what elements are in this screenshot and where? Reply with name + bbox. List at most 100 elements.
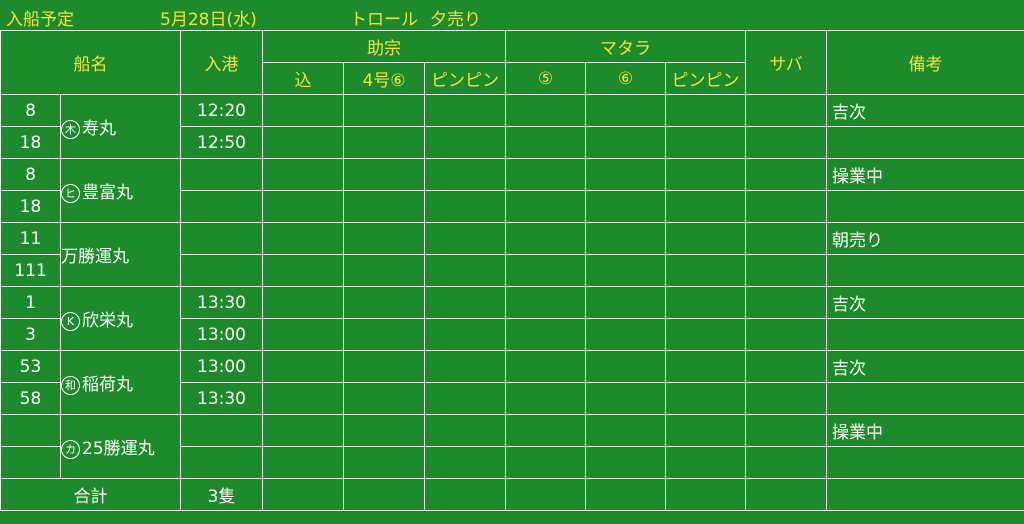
- cell: [745, 190, 828, 223]
- ship-name-cell: 和稲荷丸: [60, 350, 181, 415]
- ship-name-cell: 万勝運丸: [60, 222, 181, 287]
- row: 58 13:30: [0, 382, 1024, 415]
- ship-number: 8: [0, 158, 61, 191]
- row: カ 25勝運丸 操業中: [0, 414, 1024, 479]
- cell: [665, 350, 747, 383]
- cell: [423, 414, 507, 447]
- ship-number: 3: [0, 318, 61, 351]
- arrival-time: 12:50: [180, 126, 263, 159]
- cell: [665, 414, 747, 447]
- remark: 吉次: [826, 350, 1024, 383]
- cell: [585, 286, 667, 319]
- cell: [262, 190, 344, 223]
- remark: 吉次: [826, 286, 1024, 319]
- ship-name-cell: カ 25勝運丸: [60, 414, 181, 479]
- footer-row: 合計 3隻: [0, 478, 1024, 511]
- cell: [585, 414, 667, 447]
- arrival-time: [180, 158, 263, 191]
- remark: [826, 382, 1024, 415]
- cell: [262, 318, 344, 351]
- col-group: マタラ: [505, 30, 747, 63]
- arrival-time: [180, 254, 263, 287]
- cell: [423, 190, 507, 223]
- ship-number: 1: [0, 286, 61, 319]
- col-sub: 込: [262, 62, 344, 95]
- ship-mark: 和: [61, 375, 80, 395]
- cell: [665, 94, 747, 127]
- remark: 吉次: [826, 94, 1024, 127]
- row: 8 木寿丸 12:20 吉次: [0, 94, 1024, 159]
- cell: [585, 222, 667, 255]
- cell: [665, 446, 747, 479]
- row: 18: [0, 190, 1024, 223]
- remark: [826, 126, 1024, 159]
- cell: [343, 414, 425, 447]
- cell: [343, 254, 425, 287]
- cell: [262, 254, 344, 287]
- cell: [423, 350, 507, 383]
- cell: [343, 190, 425, 223]
- cell: [665, 126, 747, 159]
- ship-number: 18: [0, 126, 61, 159]
- cell: [505, 94, 587, 127]
- ship-number: 18: [0, 190, 61, 223]
- cell: [745, 382, 828, 415]
- arrival-time: [180, 190, 263, 223]
- cell: [585, 478, 667, 511]
- col-ship: 船名: [0, 30, 181, 95]
- ship-name-cell: K 欣栄丸: [60, 286, 181, 351]
- cell: [505, 478, 587, 511]
- cell: [665, 190, 747, 223]
- cell: [585, 318, 667, 351]
- cell: [745, 94, 828, 127]
- cell: [505, 350, 587, 383]
- ship-name: 豊富丸: [82, 183, 133, 203]
- cell: [262, 158, 344, 191]
- arrival-time: 13:30: [180, 382, 263, 415]
- cell: [262, 222, 344, 255]
- cell: [505, 286, 587, 319]
- cell: [505, 446, 587, 479]
- cell: [665, 254, 747, 287]
- remark: [826, 190, 1024, 223]
- cell: [585, 446, 667, 479]
- row: 53 和稲荷丸 13:00 吉次: [0, 350, 1024, 415]
- cell: [745, 126, 828, 159]
- ship-mark: 木: [61, 119, 80, 139]
- col-sub: 4号⑥: [343, 62, 425, 95]
- cell: [343, 222, 425, 255]
- cell: [262, 350, 344, 383]
- remark: 朝売り: [826, 222, 1024, 255]
- cell: [343, 94, 425, 127]
- ship-number: 111: [0, 254, 61, 287]
- cell: [262, 382, 344, 415]
- col-arrival: 入港: [180, 30, 263, 95]
- cell: [505, 318, 587, 351]
- row: 111: [0, 254, 1024, 287]
- ship-name: 稲荷丸: [82, 375, 133, 395]
- col-sub: ピンピン: [665, 62, 747, 95]
- ship-mark: ヒ: [61, 183, 80, 203]
- arrival-time: 12:20: [180, 94, 263, 127]
- cell: [745, 158, 828, 191]
- col-group: 助宗: [261, 30, 507, 63]
- cell: [505, 158, 587, 191]
- cell: [423, 94, 507, 127]
- cell: [343, 446, 425, 479]
- remark: [826, 254, 1024, 287]
- cell: [585, 382, 667, 415]
- cell: [505, 382, 587, 415]
- cell: [262, 478, 344, 511]
- row: 11 万勝運丸 朝売り: [0, 222, 1024, 287]
- cell: [745, 318, 828, 351]
- cell: [665, 478, 747, 511]
- cell: [585, 126, 667, 159]
- cell: [745, 350, 828, 383]
- cell: [343, 286, 425, 319]
- arrival-time: [180, 414, 263, 447]
- cell: [585, 350, 667, 383]
- cell: [343, 318, 425, 351]
- ship-number: [0, 414, 61, 447]
- ship-name: 欣栄丸: [82, 311, 133, 331]
- total-count: 3隻: [180, 478, 263, 511]
